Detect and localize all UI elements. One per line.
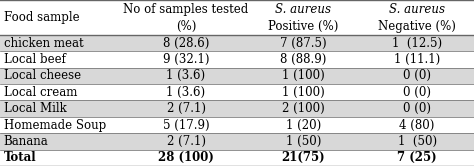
Text: 21(75): 21(75) xyxy=(282,151,325,164)
Text: 2 (7.1): 2 (7.1) xyxy=(166,135,206,148)
Text: 28 (100): 28 (100) xyxy=(158,151,214,164)
Bar xyxy=(0,133,474,150)
Text: 1 (20): 1 (20) xyxy=(286,119,321,131)
Text: 4 (80): 4 (80) xyxy=(400,119,435,131)
Text: S. aureus: S. aureus xyxy=(389,3,445,16)
Text: 1 (3.6): 1 (3.6) xyxy=(166,69,206,82)
Text: Food sample: Food sample xyxy=(4,11,80,24)
Text: 7 (25): 7 (25) xyxy=(397,151,437,164)
Text: Banana: Banana xyxy=(4,135,48,148)
Text: 5 (17.9): 5 (17.9) xyxy=(163,119,210,131)
Text: 1 (11.1): 1 (11.1) xyxy=(394,53,440,66)
Text: 8 (28.6): 8 (28.6) xyxy=(163,37,209,50)
Text: Total: Total xyxy=(4,151,36,164)
Text: 0 (0): 0 (0) xyxy=(403,102,431,115)
Text: 8 (88.9): 8 (88.9) xyxy=(280,53,327,66)
Text: Positive (%): Positive (%) xyxy=(268,20,338,33)
Bar xyxy=(0,100,474,117)
Text: Local Milk: Local Milk xyxy=(4,102,66,115)
Text: No of samples tested: No of samples tested xyxy=(123,3,249,16)
Text: 1 (100): 1 (100) xyxy=(282,69,325,82)
Text: 1 (100): 1 (100) xyxy=(282,86,325,99)
Bar xyxy=(0,68,474,84)
Text: 2 (7.1): 2 (7.1) xyxy=(166,102,206,115)
Text: 7 (87.5): 7 (87.5) xyxy=(280,37,327,50)
Text: chicken meat: chicken meat xyxy=(4,37,83,50)
Text: 9 (32.1): 9 (32.1) xyxy=(163,53,210,66)
Text: 0 (0): 0 (0) xyxy=(403,69,431,82)
Text: 1 (50): 1 (50) xyxy=(286,135,321,148)
Text: S. aureus: S. aureus xyxy=(275,3,331,16)
Text: Negative (%): Negative (%) xyxy=(378,20,456,33)
Text: 1 (3.6): 1 (3.6) xyxy=(166,86,206,99)
Text: Local beef: Local beef xyxy=(4,53,66,66)
Text: 2 (100): 2 (100) xyxy=(282,102,325,115)
Text: Local cream: Local cream xyxy=(4,86,77,99)
Bar xyxy=(0,35,474,51)
Text: Local cheese: Local cheese xyxy=(4,69,81,82)
Text: 1  (12.5): 1 (12.5) xyxy=(392,37,442,50)
Text: Homemade Soup: Homemade Soup xyxy=(4,119,106,131)
Text: (%): (%) xyxy=(176,20,196,33)
Text: 1  (50): 1 (50) xyxy=(398,135,437,148)
Text: 0 (0): 0 (0) xyxy=(403,86,431,99)
